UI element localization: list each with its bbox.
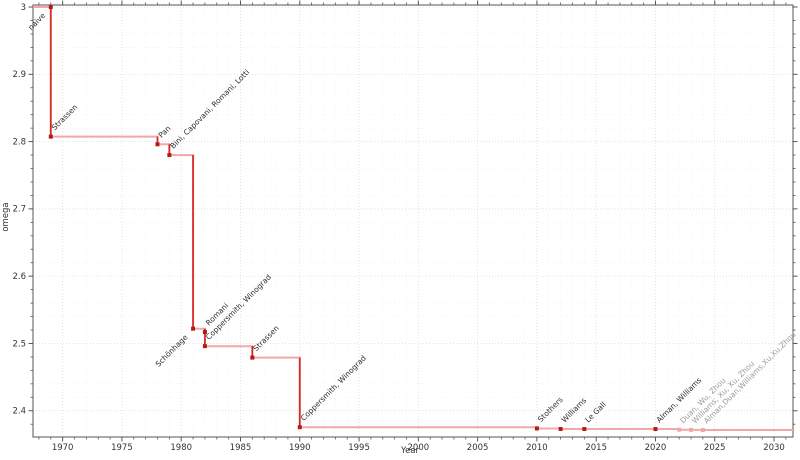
x-tick-label: 1995 [348,443,370,453]
data-point-marker [202,330,207,335]
x-tick-label: 2020 [645,443,667,453]
data-point-marker [558,426,563,431]
data-point-marker [297,425,302,430]
x-tick-label: 1985 [230,443,252,453]
point-label: Schönhage [154,332,190,368]
data-point-marker [534,426,539,431]
x-tick-label: 1975 [111,443,133,453]
axis-frame [32,4,794,438]
data-point-marker [677,427,682,432]
point-label: Bini, Capovani, Romani, Lotti [168,68,251,151]
y-tick-label: 2.8 [12,137,26,147]
y-tick-label: 2.7 [12,205,26,215]
x-tick-label: 2010 [526,443,548,453]
point-label: Strassen [251,323,281,353]
point-label: Pan [157,124,173,140]
data-point-marker [689,427,694,432]
data-point-marker [48,134,53,139]
x-tick-label: 1990 [289,443,311,453]
y-tick-label: 2.6 [12,272,26,282]
data-point-marker [700,428,705,433]
x-tick-label: 2015 [585,443,607,453]
y-tick-label: 2.4 [12,407,26,417]
data-point-marker [653,427,658,432]
x-axis-title: Year [401,446,419,456]
point-label: Coppersmith, Winograd [299,353,368,422]
y-tick-label: 2.9 [12,70,26,80]
point-label: Williams [560,396,589,425]
data-point-marker [48,5,53,10]
data-point-marker [582,427,587,432]
point-label: Le Gall [583,400,607,424]
y-tick-label: 3 [21,3,26,13]
data-point-marker [155,142,160,147]
y-axis-title: omega [1,202,11,232]
y-tick-label: 2.5 [12,339,26,349]
data-point-marker [202,344,207,349]
x-tick-label: 2030 [763,443,785,453]
x-tick-label: 2025 [704,443,726,453]
point-label: Coppersmith, Winograd [204,272,273,341]
data-point-marker [167,153,172,158]
x-tick-label: 1980 [170,443,192,453]
point-label: naive [26,11,47,32]
point-label: Strassen [50,102,80,132]
x-tick-label: 2000 [408,443,430,453]
point-label: Williams, Xu, Xu, Zhou [690,359,756,425]
data-point-marker [250,355,255,360]
x-tick-label: 2005 [467,443,489,453]
x-tick-label: 1970 [52,443,74,453]
data-point-marker [191,326,196,331]
